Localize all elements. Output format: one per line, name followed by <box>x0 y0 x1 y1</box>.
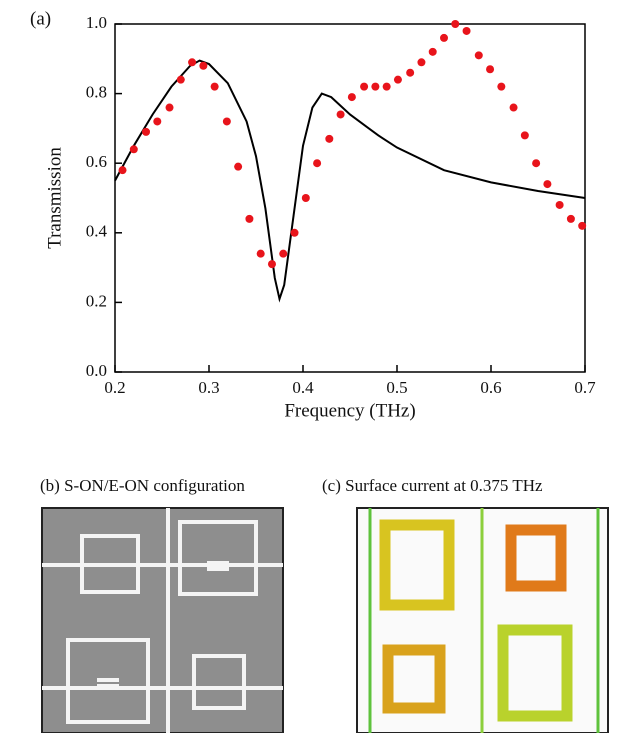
point <box>290 228 299 237</box>
y-tick-label: 0.2 <box>86 291 107 310</box>
y-tick-label: 0.0 <box>86 361 107 380</box>
point <box>417 58 426 67</box>
y-tick-label: 1.0 <box>86 13 107 32</box>
point <box>543 180 552 189</box>
point <box>451 20 460 28</box>
point <box>428 47 437 56</box>
x-tick-label: 0.3 <box>198 378 219 397</box>
point <box>313 159 322 168</box>
y-axis-label: Transmission <box>44 147 65 249</box>
y-tick-label: 0.4 <box>86 222 108 241</box>
point <box>371 82 380 91</box>
panel-caption: (c) Surface current at 0.375 THz <box>322 476 543 495</box>
point <box>245 214 254 223</box>
point <box>199 61 208 70</box>
point <box>509 103 518 112</box>
point <box>462 26 471 35</box>
x-tick-label: 0.4 <box>292 378 314 397</box>
point <box>188 58 197 67</box>
point <box>118 166 127 175</box>
x-tick-label: 0.7 <box>574 378 596 397</box>
y-tick-label: 0.6 <box>86 152 107 171</box>
point <box>566 214 575 223</box>
x-tick-label: 0.5 <box>386 378 407 397</box>
point <box>153 117 162 126</box>
point <box>440 33 448 42</box>
point <box>406 68 415 77</box>
point <box>532 159 541 168</box>
point <box>497 82 506 91</box>
point <box>142 127 151 136</box>
x-axis-label: Frequency (THz) <box>284 400 415 421</box>
micrograph <box>41 507 284 733</box>
point <box>176 75 185 84</box>
point <box>474 51 483 60</box>
panel-label: (a) <box>30 8 51 29</box>
point <box>382 82 391 91</box>
plot-frame <box>114 23 586 373</box>
point <box>222 117 231 126</box>
x-tick-label: 0.6 <box>480 378 501 397</box>
point <box>360 82 369 91</box>
y-tick-label: 0.8 <box>86 83 107 102</box>
point <box>325 134 334 143</box>
point <box>336 110 345 119</box>
point <box>555 200 564 209</box>
point <box>234 162 243 171</box>
point <box>210 82 219 91</box>
point <box>267 260 276 269</box>
point <box>486 65 495 74</box>
point <box>520 131 529 140</box>
x-tick-label: 0.2 <box>104 378 125 397</box>
point <box>165 103 174 112</box>
panel-caption: (b) S-ON/E-ON configuration <box>40 476 245 495</box>
current-map <box>356 507 609 733</box>
point <box>129 145 138 154</box>
point <box>578 221 587 230</box>
point <box>347 93 356 102</box>
point <box>279 249 288 258</box>
point <box>256 249 265 258</box>
point <box>301 194 310 202</box>
point <box>393 75 402 84</box>
